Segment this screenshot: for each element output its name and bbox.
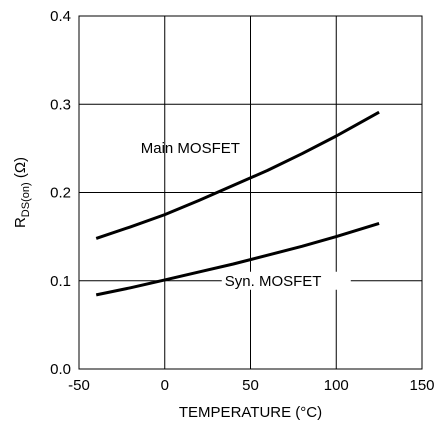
x-tick-label: 100	[324, 377, 349, 394]
y-axis-title-main: R	[12, 217, 29, 228]
series-labels: Main MOSFET Syn. MOSFET	[141, 140, 351, 290]
y-tick-labels: 0.0 0.1 0.2 0.3 0.4	[50, 8, 71, 378]
x-axis-title: TEMPERATURE (°C)	[179, 404, 322, 421]
grid	[79, 16, 422, 369]
y-tick-label: 0.0	[50, 361, 71, 378]
x-tick-label: 150	[409, 377, 434, 394]
y-tick-label: 0.2	[50, 185, 71, 202]
y-tick-label: 0.4	[50, 8, 71, 25]
x-tick-label: 50	[242, 377, 259, 394]
series-label-main-mosfet: Main MOSFET	[141, 140, 240, 157]
plot-frame	[78, 15, 423, 370]
series-line-main-mosfet	[95, 110, 380, 240]
x-tick-label: 0	[161, 377, 169, 394]
x-tick-label: -50	[68, 377, 90, 394]
y-tick-label: 0.1	[50, 273, 71, 290]
series-line-syn-mosfet	[95, 221, 380, 297]
series-label-syn-mosfet: Syn. MOSFET	[225, 273, 322, 290]
series-label-background	[221, 271, 351, 290]
y-axis-title: RDS(on) (Ω)	[12, 157, 32, 228]
y-axis-title-subscript: DS(on)	[20, 182, 32, 217]
x-tick-labels: -50 0 50 100 150	[68, 377, 434, 394]
y-tick-label: 0.3	[50, 96, 71, 113]
y-axis-title-unit: (Ω)	[12, 157, 29, 182]
series-lines	[95, 110, 380, 297]
